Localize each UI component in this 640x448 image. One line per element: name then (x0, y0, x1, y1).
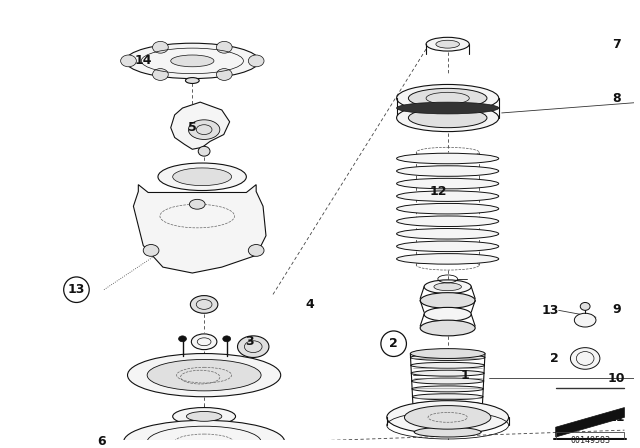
Ellipse shape (152, 41, 168, 53)
Ellipse shape (190, 296, 218, 313)
Ellipse shape (408, 108, 487, 128)
Ellipse shape (397, 104, 499, 132)
Text: 13: 13 (541, 304, 559, 317)
Text: 14: 14 (134, 54, 152, 67)
Bar (556, 432, 625, 448)
Polygon shape (556, 408, 625, 437)
Ellipse shape (397, 191, 499, 202)
Ellipse shape (397, 85, 499, 112)
Ellipse shape (410, 349, 485, 358)
Ellipse shape (424, 307, 471, 321)
Ellipse shape (397, 228, 499, 239)
Ellipse shape (198, 146, 210, 156)
Ellipse shape (216, 41, 232, 53)
Ellipse shape (580, 302, 590, 310)
Ellipse shape (404, 405, 491, 429)
Text: 10: 10 (608, 371, 625, 384)
Ellipse shape (121, 55, 136, 67)
Ellipse shape (411, 362, 484, 368)
Ellipse shape (173, 408, 236, 425)
Polygon shape (171, 102, 230, 149)
Ellipse shape (387, 401, 509, 434)
Ellipse shape (397, 153, 499, 164)
Ellipse shape (574, 313, 596, 327)
Text: 7: 7 (612, 38, 621, 51)
Ellipse shape (414, 425, 481, 431)
Ellipse shape (397, 102, 499, 114)
Ellipse shape (414, 427, 481, 437)
Ellipse shape (410, 354, 485, 361)
Ellipse shape (173, 168, 232, 185)
Ellipse shape (191, 334, 217, 349)
Ellipse shape (147, 359, 261, 391)
Ellipse shape (397, 216, 499, 227)
Ellipse shape (179, 336, 186, 342)
Ellipse shape (186, 78, 199, 83)
Ellipse shape (413, 401, 483, 408)
Ellipse shape (127, 353, 281, 397)
Ellipse shape (124, 420, 285, 448)
Ellipse shape (152, 69, 168, 80)
Ellipse shape (412, 386, 483, 392)
Ellipse shape (125, 43, 259, 78)
Ellipse shape (408, 88, 487, 108)
Text: 2: 2 (389, 337, 398, 350)
Ellipse shape (223, 336, 230, 342)
Ellipse shape (411, 370, 484, 376)
Text: 1: 1 (461, 369, 470, 382)
Text: 9: 9 (612, 303, 621, 316)
Ellipse shape (188, 120, 220, 139)
Ellipse shape (143, 245, 159, 256)
Ellipse shape (420, 320, 475, 336)
Ellipse shape (570, 348, 600, 369)
Ellipse shape (189, 199, 205, 209)
Ellipse shape (412, 378, 484, 384)
Ellipse shape (413, 409, 482, 415)
Ellipse shape (158, 163, 246, 190)
Ellipse shape (397, 241, 499, 252)
Text: 4: 4 (306, 298, 314, 311)
Text: 8: 8 (612, 92, 621, 105)
Ellipse shape (186, 411, 222, 421)
Text: 13: 13 (68, 283, 85, 296)
Ellipse shape (216, 69, 232, 80)
Text: 2: 2 (550, 352, 559, 365)
Text: 6: 6 (98, 435, 106, 448)
Ellipse shape (397, 166, 499, 177)
Ellipse shape (420, 293, 475, 308)
Ellipse shape (426, 37, 469, 51)
Text: 5: 5 (188, 121, 196, 134)
Ellipse shape (436, 40, 460, 48)
Text: 12: 12 (429, 185, 447, 198)
Ellipse shape (171, 55, 214, 67)
Ellipse shape (397, 178, 499, 189)
Ellipse shape (237, 336, 269, 358)
Ellipse shape (248, 55, 264, 67)
Ellipse shape (424, 280, 471, 293)
Ellipse shape (413, 418, 482, 423)
Text: 11: 11 (608, 411, 625, 424)
Text: 00149583: 00149583 (570, 436, 610, 445)
Ellipse shape (434, 283, 461, 291)
Ellipse shape (397, 254, 499, 264)
Ellipse shape (397, 203, 499, 214)
Text: 3: 3 (245, 335, 253, 348)
Polygon shape (133, 185, 266, 273)
Ellipse shape (412, 394, 483, 400)
Ellipse shape (248, 245, 264, 256)
